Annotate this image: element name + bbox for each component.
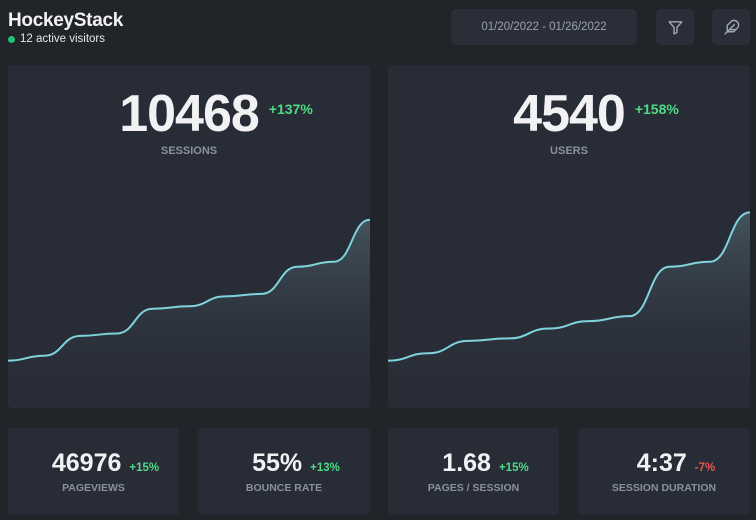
pageviews-label: PAGEVIEWS bbox=[62, 482, 125, 494]
feather-icon bbox=[723, 19, 739, 35]
users-chart bbox=[388, 211, 750, 408]
app-logo: HockeyStack bbox=[8, 10, 123, 31]
bounce-rate-change: +13% bbox=[310, 462, 340, 474]
session-duration-change: -7% bbox=[694, 462, 716, 474]
filter-button[interactable] bbox=[656, 9, 694, 45]
bounce-rate-card: 55% +13% BOUNCE RATE bbox=[198, 428, 370, 515]
pages-per-session-card: 1.68 +15% PAGES / SESSION bbox=[388, 428, 559, 515]
pages-per-session-change: +15% bbox=[498, 462, 529, 474]
filter-icon bbox=[667, 20, 683, 35]
trend-area bbox=[8, 219, 370, 408]
bounce-rate-label: BOUNCE RATE bbox=[245, 482, 323, 494]
session-duration-label: SESSION DURATION bbox=[611, 482, 717, 494]
feather-button[interactable] bbox=[712, 9, 750, 45]
pageviews-value: 46976 bbox=[51, 449, 122, 477]
session-duration-card: 4:37 -7% SESSION DURATION bbox=[578, 428, 750, 515]
users-label: USERS bbox=[550, 145, 588, 157]
active-visitors-text: 12 active visitors bbox=[20, 33, 106, 45]
date-range-picker[interactable]: 01/20/2022 - 01/26/2022 bbox=[451, 9, 637, 45]
pages-per-session-label: PAGES / SESSION bbox=[427, 482, 520, 494]
users-card: 4540 +158% USERS bbox=[388, 65, 750, 408]
sessions-label: SESSIONS bbox=[160, 145, 218, 157]
trend-line bbox=[388, 211, 750, 362]
trend-line bbox=[8, 218, 370, 362]
sessions-value: 10468 bbox=[119, 85, 260, 143]
users-value: 4540 bbox=[513, 85, 626, 143]
active-visitors: 12 active visitors bbox=[8, 32, 105, 46]
sessions-change: +137% bbox=[268, 101, 313, 117]
sessions-chart bbox=[8, 218, 370, 408]
bounce-rate-value: 55% bbox=[252, 449, 303, 477]
trend-area bbox=[388, 212, 750, 408]
live-dot-icon bbox=[8, 35, 15, 43]
session-duration-value: 4:37 bbox=[636, 449, 687, 477]
sessions-card: 10468 +137% SESSIONS bbox=[8, 65, 370, 408]
users-change: +158% bbox=[634, 101, 679, 117]
pageviews-change: +15% bbox=[129, 462, 160, 474]
pages-per-session-value: 1.68 bbox=[442, 449, 491, 477]
pageviews-card: 46976 +15% PAGEVIEWS bbox=[8, 428, 179, 515]
